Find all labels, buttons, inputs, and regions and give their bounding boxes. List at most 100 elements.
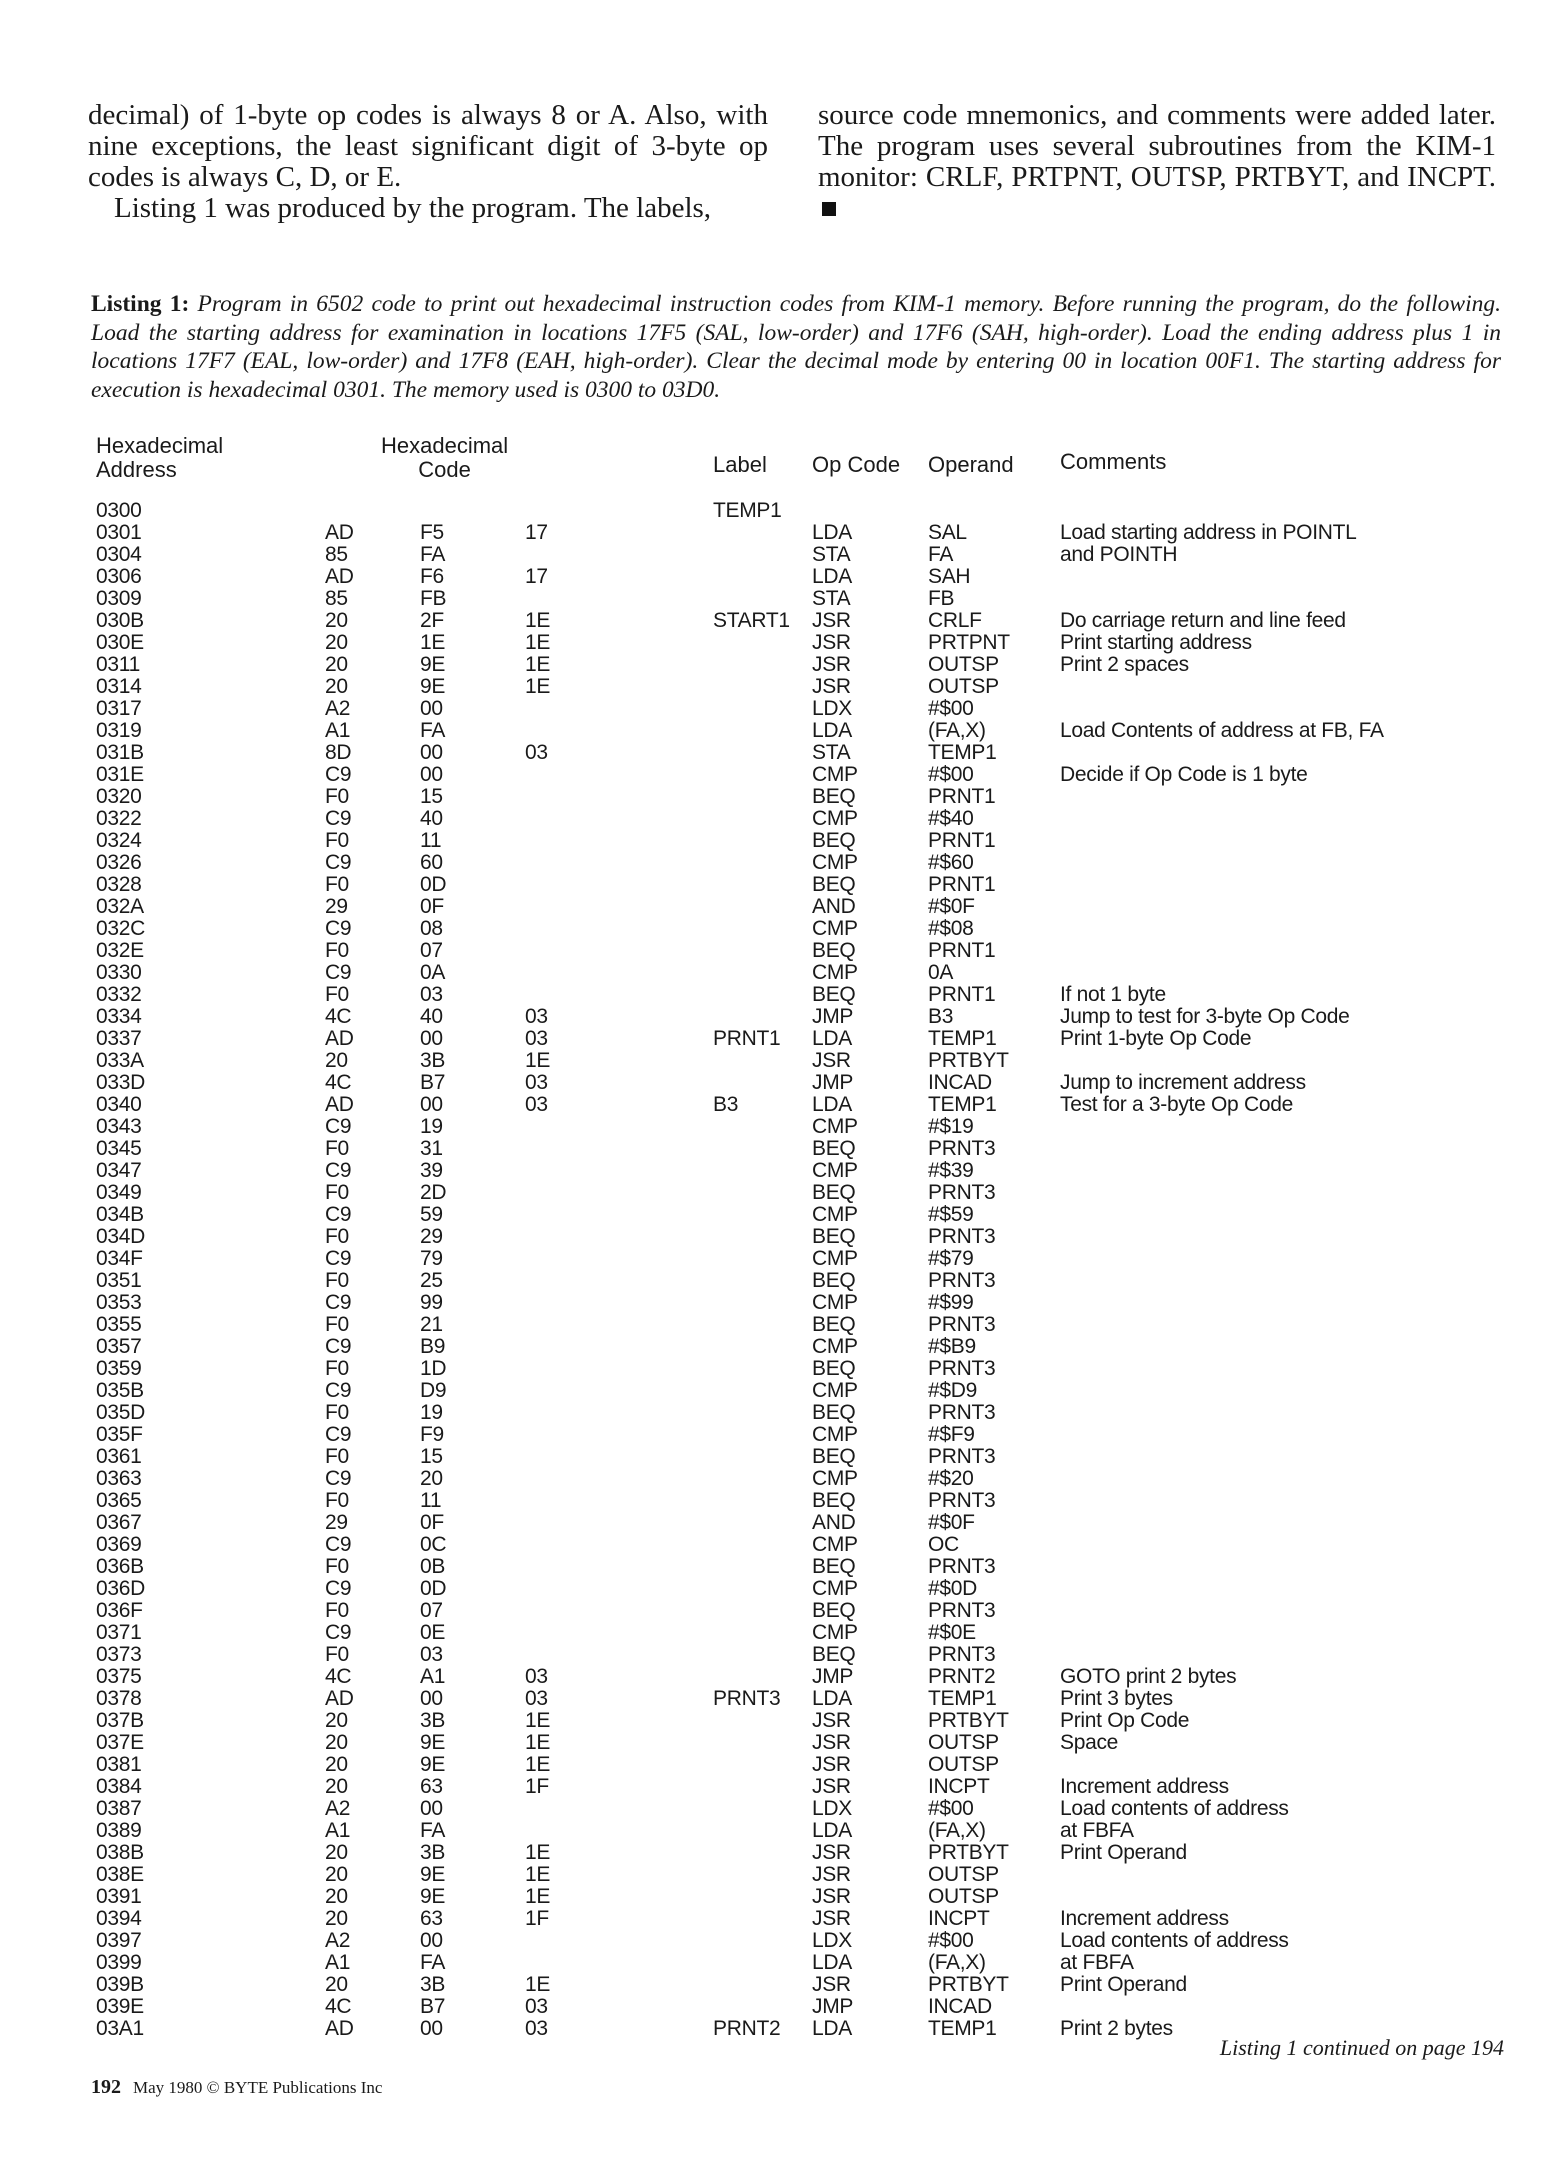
cell-byte-1: F0	[325, 1445, 349, 1468]
cell-address: 0361	[96, 1445, 142, 1468]
cell-byte-1: C9	[325, 1423, 352, 1446]
cell-byte-2: 9E	[420, 1731, 446, 1754]
article-right-column: source code mnemonics, and comments were…	[818, 100, 1496, 224]
cell-byte-1: A1	[325, 1951, 351, 1974]
cell-operand: #$0F	[928, 895, 975, 918]
cell-byte-2: 15	[420, 785, 443, 808]
cell-operand: OUTSP	[928, 653, 999, 676]
cell-byte-2: 0F	[420, 895, 444, 918]
cell-operand: PRTBYT	[928, 1049, 1009, 1072]
cell-label: B3	[713, 1093, 739, 1116]
cell-byte-2: A1	[420, 1665, 446, 1688]
cell-opcode: BEQ	[812, 1357, 856, 1380]
cell-byte-1: C9	[325, 1533, 352, 1556]
cell-byte-2: FA	[420, 719, 446, 742]
cell-byte-1: AD	[325, 521, 354, 544]
cell-opcode: JSR	[812, 1049, 851, 1072]
cell-byte-2: 1D	[420, 1357, 447, 1380]
cell-byte-3: 17	[525, 565, 548, 588]
cell-address: 037B	[96, 1709, 144, 1732]
cell-comment: Print Op Code	[1060, 1709, 1190, 1732]
cell-operand: PRNT1	[928, 983, 996, 1006]
cell-byte-2: 20	[420, 1467, 443, 1490]
cell-opcode: LDA	[812, 1093, 852, 1116]
cell-byte-3: 03	[525, 2017, 548, 2040]
cell-address: 034D	[96, 1225, 146, 1248]
cell-address: 0343	[96, 1115, 142, 1138]
cell-operand: PRNT3	[928, 1445, 996, 1468]
cell-opcode: JSR	[812, 1753, 851, 1776]
cell-byte-2: 0F	[420, 1511, 444, 1534]
cell-byte-2: 9E	[420, 653, 446, 676]
cell-address: 0314	[96, 675, 142, 698]
cell-operand: #$20	[928, 1467, 974, 1490]
cell-byte-3: 1E	[525, 609, 551, 632]
caption-text: Program in 6502 code to print out hexade…	[91, 291, 1501, 403]
cell-byte-1: C9	[325, 1247, 352, 1270]
cell-address: 035B	[96, 1379, 144, 1402]
cell-byte-2: 60	[420, 851, 443, 874]
continued-note: Listing 1 continued on page 194	[1219, 2035, 1504, 2060]
cell-operand: #$00	[928, 1797, 974, 1820]
cell-byte-1: F0	[325, 1137, 349, 1160]
cell-opcode: JSR	[812, 1885, 851, 1908]
cell-byte-1: A2	[325, 697, 351, 720]
cell-byte-1: F0	[325, 1643, 349, 1666]
cell-address: 0306	[96, 565, 142, 588]
paragraph: decimal) of 1-byte op codes is always 8 …	[88, 99, 768, 193]
cell-byte-2: 3B	[420, 1973, 446, 1996]
cell-operand: INCAD	[928, 1995, 992, 2018]
cell-opcode: LDX	[812, 1929, 852, 1952]
header-address-line2: Address	[96, 457, 177, 482]
cell-operand: FA	[928, 543, 954, 566]
cell-address: 0371	[96, 1621, 142, 1644]
cell-byte-1: C9	[325, 1159, 352, 1182]
cell-byte-2: 00	[420, 1687, 443, 1710]
cell-opcode: CMP	[812, 1247, 858, 1270]
cell-byte-2: 40	[420, 807, 443, 830]
cell-operand: OC	[928, 1533, 959, 1556]
cell-operand: PRNT3	[928, 1489, 996, 1512]
cell-label: PRNT2	[713, 2017, 781, 2040]
cell-operand: OUTSP	[928, 1731, 999, 1754]
cell-opcode: JMP	[812, 1071, 854, 1094]
paragraph: source code mnemonics, and comments were…	[818, 100, 1496, 224]
page-footer: 192 May 1980 © BYTE Publications Inc	[91, 2076, 382, 2099]
cell-operand: TEMP1	[928, 741, 997, 764]
cell-byte-3: 1E	[525, 1709, 551, 1732]
cell-comment: Load contents of address	[1060, 1797, 1289, 1820]
cell-byte-2: 9E	[420, 1885, 446, 1908]
cell-byte-3: 1E	[525, 1841, 551, 1864]
cell-operand: INCPT	[928, 1775, 990, 1798]
cell-byte-1: AD	[325, 1093, 354, 1116]
cell-comment: Load contents of address	[1060, 1929, 1289, 1952]
cell-byte-2: 1E	[420, 631, 446, 654]
cell-byte-2: 40	[420, 1005, 443, 1028]
cell-opcode: BEQ	[812, 1599, 856, 1622]
cell-operand: TEMP1	[928, 2017, 997, 2040]
cell-label: TEMP1	[713, 499, 782, 522]
cell-opcode: CMP	[812, 1291, 858, 1314]
cell-byte-1: 29	[325, 895, 348, 918]
cell-byte-2: 00	[420, 741, 443, 764]
cell-operand: #$59	[928, 1203, 974, 1226]
cell-opcode: LDA	[812, 719, 852, 742]
cell-byte-1: C9	[325, 851, 352, 874]
cell-opcode: CMP	[812, 1577, 858, 1600]
cell-byte-3: 1E	[525, 1753, 551, 1776]
cell-operand: PRNT3	[928, 1137, 996, 1160]
cell-comment: and POINTH	[1060, 543, 1178, 566]
cell-byte-3: 03	[525, 1071, 548, 1094]
cell-byte-1: 20	[325, 1885, 348, 1908]
header-code-line1: Hexadecimal	[381, 433, 509, 458]
cell-comment: Print Operand	[1060, 1973, 1187, 1996]
cell-opcode: JMP	[812, 1005, 854, 1028]
cell-operand: #$0E	[928, 1621, 976, 1644]
cell-operand: PRNT2	[928, 1665, 996, 1688]
cell-byte-1: F0	[325, 939, 349, 962]
cell-comment: Jump to increment address	[1060, 1071, 1306, 1094]
cell-byte-3: 03	[525, 1027, 548, 1050]
cell-opcode: BEQ	[812, 1555, 856, 1578]
cell-byte-3: 1E	[525, 1049, 551, 1072]
cell-address: 0326	[96, 851, 142, 874]
